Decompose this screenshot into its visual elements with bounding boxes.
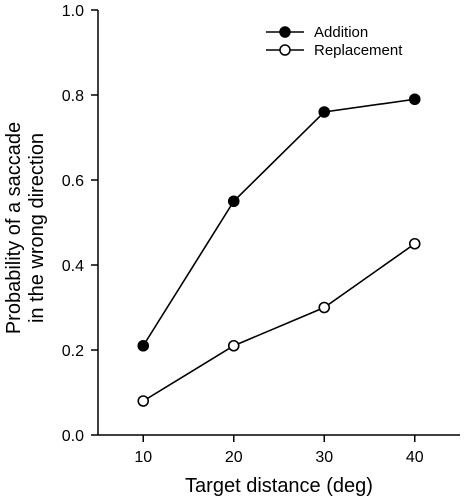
data-point-addition xyxy=(318,106,331,118)
x-axis-label: Target distance (deg) xyxy=(185,475,373,497)
y-axis-label: Probability of a saccade in the wrong di… xyxy=(3,122,48,334)
y-axis-ticks: 0.0 0.2 0.4 0.6 0.8 1.0 xyxy=(62,3,98,445)
x-tick-label: 40 xyxy=(406,449,424,466)
data-point-addition xyxy=(227,195,240,208)
series-line-addition xyxy=(142,98,415,347)
y-tick-label: 0.4 xyxy=(62,258,84,275)
x-tick-label: 20 xyxy=(225,449,243,466)
y-tick-label: 0.2 xyxy=(62,343,84,360)
data-point-addition xyxy=(137,339,150,352)
legend-label-replacement: Replacement xyxy=(314,42,403,59)
data-point-replacement xyxy=(137,395,150,407)
data-point-replacement xyxy=(227,339,240,352)
legend-marker-replacement xyxy=(279,44,291,56)
legend: Addition Replacement xyxy=(266,24,403,59)
legend-item-replacement: Replacement xyxy=(266,42,403,59)
y-axis-label-line-2: in the wrong direction xyxy=(26,133,48,323)
x-axis-ticks: 10 20 30 40 xyxy=(134,435,424,466)
x-tick-label: 30 xyxy=(315,449,333,466)
x-tick-label: 10 xyxy=(134,449,152,466)
legend-marker-addition xyxy=(279,26,291,38)
y-tick-label: 0.6 xyxy=(62,173,84,190)
legend-label-addition: Addition xyxy=(314,24,368,41)
data-point-addition xyxy=(408,93,421,106)
series-line-replacement xyxy=(142,243,416,402)
y-tick-label: 0.8 xyxy=(62,88,84,105)
data-point-replacement xyxy=(408,237,421,250)
series-layer xyxy=(137,93,421,407)
data-point-replacement xyxy=(318,301,331,314)
y-axis-label-line-1: Probability of a saccade xyxy=(3,122,25,334)
y-tick-label: 0.0 xyxy=(62,428,84,445)
legend-item-addition: Addition xyxy=(266,24,368,41)
y-tick-label: 1.0 xyxy=(62,3,84,20)
